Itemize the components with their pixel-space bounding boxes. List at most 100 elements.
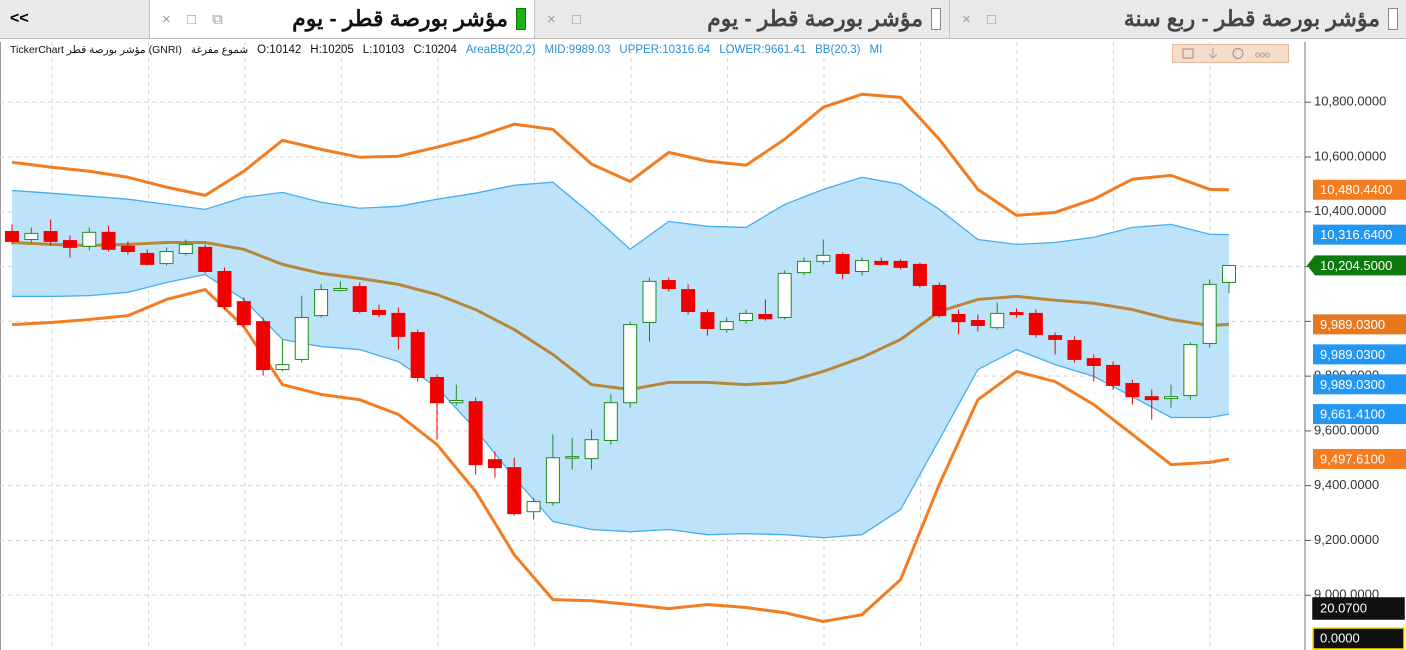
- candle-body: [584, 439, 599, 460]
- candle-body: [372, 309, 387, 316]
- tab-icons[interactable]: × □ ⧉: [162, 10, 229, 28]
- tab-title: مؤشر بورصة قطر - يوم: [292, 6, 508, 31]
- price-badge-label: 9,989.0300: [1320, 347, 1385, 362]
- candle-body: [661, 280, 676, 289]
- tab-back[interactable]: <<: [0, 0, 150, 38]
- candle-body: [854, 260, 869, 273]
- candle-body: [642, 280, 657, 323]
- info-ohlc: H:10205: [310, 44, 354, 56]
- info-ohlc: C:10204: [413, 44, 457, 56]
- lower-badge: [1312, 597, 1405, 620]
- info-ohlc: O:10142: [257, 44, 302, 56]
- candle-body: [24, 232, 39, 240]
- info-indicator: MID:9989.03: [544, 44, 611, 56]
- icon-settings[interactable]: [1232, 48, 1244, 59]
- price-badge: [1313, 404, 1406, 425]
- candle-body: [507, 467, 522, 515]
- candle-body: [1222, 264, 1236, 283]
- tab[interactable]: × □ مؤشر بورصة قطر - ربع سنة: [950, 0, 1406, 38]
- candle-body: [797, 260, 812, 274]
- candle-body: [1028, 312, 1043, 335]
- candle-body: [565, 456, 580, 459]
- candle-body: [333, 287, 348, 291]
- price-badge-label: 10,316.6400: [1320, 227, 1392, 242]
- price-badge: [1313, 314, 1406, 335]
- candle-body: [236, 301, 251, 326]
- candle-body: [178, 243, 193, 254]
- candle-body: [758, 314, 773, 320]
- candle-body: [1125, 383, 1140, 398]
- info-indicator: MI: [869, 44, 883, 56]
- tab-icons[interactable]: × □: [547, 10, 587, 28]
- price-badge: [1313, 179, 1406, 200]
- info-name: TickerChart مؤشر بورصة قطر (GNRI): [10, 44, 182, 56]
- info-indicator: UPPER:10316.64: [619, 44, 711, 56]
- band-line: [11, 92, 1230, 217]
- candle-body: [1086, 358, 1101, 366]
- toolbar-icons: ooo: [1182, 48, 1270, 59]
- candle-body: [970, 320, 985, 326]
- candle-body: [275, 364, 290, 371]
- candle-body: [1009, 312, 1024, 316]
- icon-window[interactable]: [1182, 48, 1194, 59]
- lower-badge-label: 20.0700: [1320, 600, 1367, 615]
- candle-body: [429, 376, 444, 404]
- info-ohlc: L:10103: [362, 44, 405, 56]
- candle-body: [468, 401, 483, 466]
- candle-body: [835, 254, 850, 274]
- candle-body: [140, 252, 155, 265]
- candle-body: [1164, 396, 1179, 400]
- candle-body: [700, 312, 715, 329]
- price-badge: [1313, 344, 1406, 365]
- candle-body: [5, 231, 19, 242]
- price-badge: [1313, 224, 1406, 245]
- candle-body: [487, 459, 502, 469]
- candle-body: [449, 400, 464, 404]
- candle-body: [82, 231, 97, 247]
- band-line: [11, 176, 1230, 251]
- y-tick-label: 9,400.0000: [1314, 477, 1379, 492]
- tab[interactable]: × □ مؤشر بورصة قطر - يوم: [535, 0, 950, 38]
- price-badge-label: 9,989.0300: [1320, 317, 1385, 332]
- lower-badge-label: 0.0000: [1320, 630, 1360, 645]
- candle-body: [1183, 344, 1198, 397]
- price-badge: [1313, 448, 1406, 469]
- candle-body: [410, 332, 425, 378]
- price-badge-label: 10,204.5000: [1320, 258, 1392, 273]
- candle-body: [545, 457, 560, 504]
- candle-body: [719, 321, 734, 331]
- candle-body: [314, 289, 329, 317]
- candle-body: [1202, 283, 1217, 345]
- candle-body: [526, 501, 541, 513]
- info-indicator: AreaBB(20,2): [465, 44, 536, 56]
- price-badge-label: 9,661.4100: [1320, 407, 1385, 422]
- icon-down[interactable]: [1208, 48, 1218, 59]
- candle-body: [912, 263, 927, 286]
- candle-body: [217, 271, 232, 308]
- candle-body: [101, 231, 116, 250]
- candle-body: [159, 251, 174, 265]
- tab[interactable]: × □ ⧉ مؤشر بورصة قطر - يوم: [150, 0, 535, 38]
- price-badge: [1307, 255, 1406, 276]
- candle-body: [893, 260, 908, 268]
- chart-toolbar: ooo: [1172, 44, 1289, 63]
- tab-marker: [1388, 8, 1398, 30]
- price-badge-label: 10,480.4400: [1320, 182, 1392, 197]
- tab-icons[interactable]: × □: [962, 10, 1002, 28]
- candle-body: [623, 324, 638, 404]
- icon-more[interactable]: ooo: [1255, 49, 1270, 59]
- candle-body: [816, 254, 831, 262]
- price-badge-label: 9,989.0300: [1320, 377, 1385, 392]
- y-tick-label: 10,600.0000: [1314, 148, 1386, 163]
- candle-body: [739, 312, 754, 322]
- candle-body: [932, 284, 947, 317]
- band-area: [12, 177, 1229, 538]
- info-indicator: BB(20,3): [815, 44, 861, 56]
- candle-body: [990, 312, 1005, 329]
- y-tick-label: 10,400.0000: [1314, 203, 1386, 218]
- candle-body: [1106, 364, 1121, 386]
- candle-body: [681, 289, 696, 312]
- candle-body: [1067, 340, 1082, 360]
- candle-body: [391, 312, 406, 337]
